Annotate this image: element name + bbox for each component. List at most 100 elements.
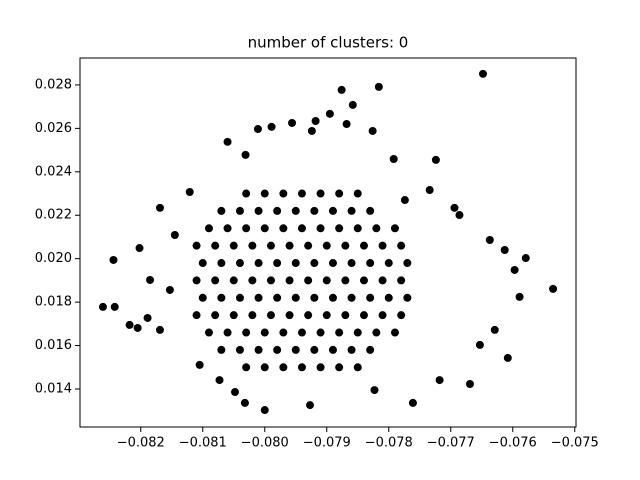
point: [322, 276, 331, 285]
point: [241, 150, 250, 159]
point: [192, 311, 201, 320]
point: [310, 293, 319, 302]
point: [368, 126, 377, 135]
point: [291, 206, 300, 215]
point: [273, 345, 282, 354]
point: [98, 302, 107, 311]
point: [260, 189, 269, 198]
point: [133, 323, 142, 332]
point: [231, 388, 239, 397]
point: [359, 311, 368, 320]
point: [155, 325, 164, 334]
point: [279, 189, 288, 198]
point: [316, 328, 325, 337]
point: [273, 206, 282, 215]
point: [240, 398, 249, 407]
point: [322, 311, 331, 320]
point: [260, 363, 269, 372]
point: [297, 224, 306, 233]
x-tick-label: −0.076: [489, 436, 537, 451]
point: [260, 224, 269, 233]
point: [242, 328, 251, 337]
point: [204, 328, 213, 337]
point: [435, 376, 444, 385]
point: [347, 345, 356, 354]
point: [223, 137, 232, 146]
point: [366, 345, 375, 354]
point: [235, 259, 244, 268]
plot-frame: [79, 57, 577, 428]
point: [503, 353, 512, 362]
point: [490, 325, 499, 334]
point: [217, 345, 226, 354]
point: [316, 224, 325, 233]
point: [342, 120, 351, 129]
point: [347, 206, 356, 215]
point: [322, 241, 331, 250]
point: [390, 328, 399, 337]
point: [431, 155, 440, 164]
point: [146, 275, 155, 284]
point: [366, 206, 375, 215]
point: [260, 406, 269, 415]
point: [549, 284, 558, 293]
point: [109, 255, 118, 264]
point: [475, 340, 484, 349]
point: [266, 241, 275, 250]
point: [353, 224, 362, 233]
point: [335, 363, 344, 372]
point: [397, 241, 406, 250]
point: [389, 154, 398, 163]
point: [370, 386, 379, 395]
point: [337, 85, 346, 94]
point: [248, 241, 257, 250]
point: [223, 328, 232, 337]
point: [353, 328, 362, 337]
x-tick-label: −0.078: [365, 436, 413, 451]
x-tick-label: −0.082: [117, 436, 165, 451]
point: [254, 259, 263, 268]
point: [297, 189, 306, 198]
point: [266, 311, 275, 320]
point: [335, 328, 344, 337]
point: [306, 401, 315, 410]
point: [390, 224, 399, 233]
y-tick-label: 0.020: [35, 251, 72, 266]
point: [328, 206, 337, 215]
point: [211, 311, 220, 320]
y-tick-label: 0.022: [35, 208, 72, 223]
point: [359, 241, 368, 250]
point: [291, 293, 300, 302]
point: [425, 186, 434, 195]
point: [195, 360, 204, 369]
point: [335, 189, 344, 198]
x-tick-label: −0.075: [551, 436, 599, 451]
point: [254, 206, 263, 215]
point: [285, 241, 294, 250]
x-tick-label: −0.081: [179, 436, 227, 451]
point: [235, 293, 244, 302]
point: [384, 293, 393, 302]
point: [185, 188, 194, 197]
y-tick-label: 0.028: [35, 77, 72, 92]
point: [217, 259, 226, 268]
point: [267, 122, 276, 131]
point: [248, 311, 257, 320]
point: [515, 292, 524, 301]
point: [384, 259, 393, 268]
point: [341, 311, 350, 320]
point: [500, 245, 509, 254]
point: [347, 259, 356, 268]
point: [400, 196, 409, 205]
point: [307, 126, 316, 135]
point: [198, 293, 207, 302]
x-tick-label: −0.080: [241, 436, 289, 451]
point: [341, 276, 350, 285]
point: [198, 259, 207, 268]
point: [403, 259, 412, 268]
point: [325, 109, 334, 118]
point: [348, 100, 357, 109]
point: [229, 276, 238, 285]
y-tick-label: 0.016: [35, 338, 72, 353]
point: [304, 311, 313, 320]
